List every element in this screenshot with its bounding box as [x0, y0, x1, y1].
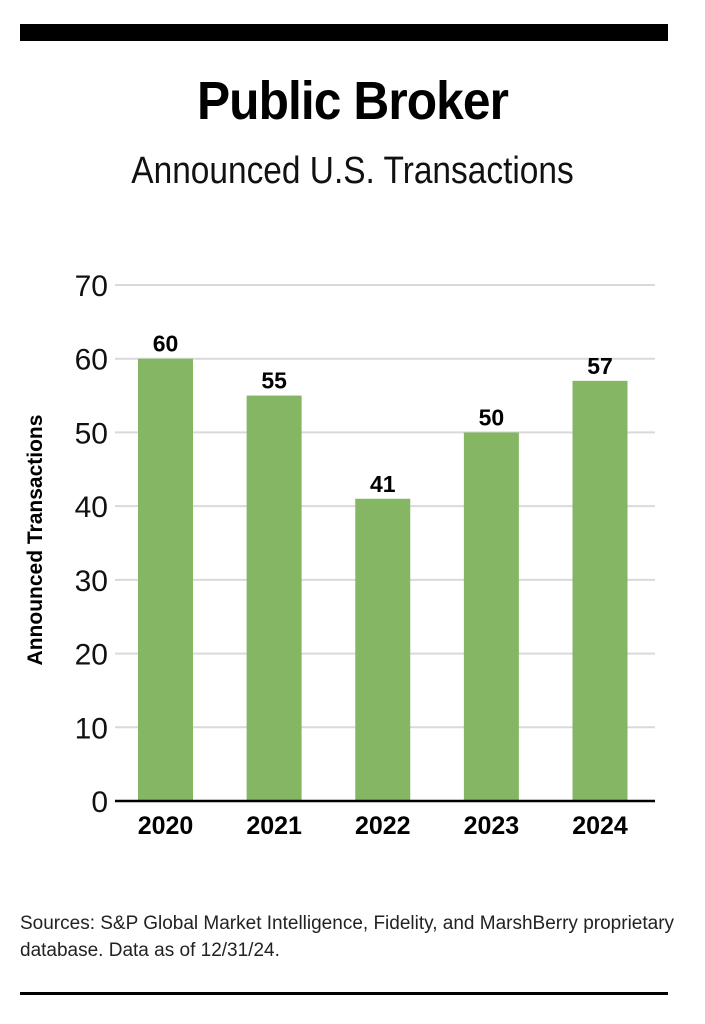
data-label: 57 — [587, 353, 613, 379]
x-tick-label: 2024 — [572, 812, 628, 840]
top-rule — [20, 24, 668, 41]
y-tick-label: 60 — [75, 344, 108, 377]
data-label: 41 — [370, 471, 396, 497]
y-tick-label: 10 — [75, 712, 108, 745]
y-tick-label: 30 — [75, 565, 108, 598]
data-label: 60 — [153, 331, 179, 357]
sources-note: Sources: S&P Global Market Intelligence,… — [20, 913, 675, 961]
x-tick-label: 2020 — [138, 812, 194, 840]
x-tick-label: 2021 — [246, 812, 302, 840]
y-tick-label: 70 — [75, 270, 108, 303]
y-axis-label: Announced Transactions — [24, 415, 47, 666]
bar-2023 — [463, 432, 519, 801]
chart-title: Public Broker — [196, 71, 509, 131]
x-tick-label: 2023 — [464, 812, 520, 840]
data-label: 50 — [479, 404, 505, 430]
bars — [138, 358, 628, 801]
data-labels: 60 55 41 50 57 — [153, 331, 613, 497]
x-tick-label: 2022 — [355, 812, 411, 840]
bar-2022 — [355, 498, 411, 801]
y-tick-label: 50 — [75, 417, 108, 450]
y-tick-label: 20 — [75, 639, 108, 672]
data-label: 55 — [261, 368, 287, 394]
y-tick-labels: 0 10 20 30 40 50 60 70 — [75, 270, 108, 819]
chart-subtitle: Announced U.S. Transactions — [131, 150, 574, 192]
bar-2021 — [246, 395, 302, 801]
x-tick-labels: 2020 2021 2022 2023 2024 — [138, 812, 628, 840]
y-tick-label: 40 — [75, 491, 108, 524]
bar-2020 — [138, 358, 193, 801]
bottom-rule — [20, 992, 668, 995]
y-tick-label: 0 — [91, 786, 108, 819]
bar-2024 — [572, 380, 628, 801]
